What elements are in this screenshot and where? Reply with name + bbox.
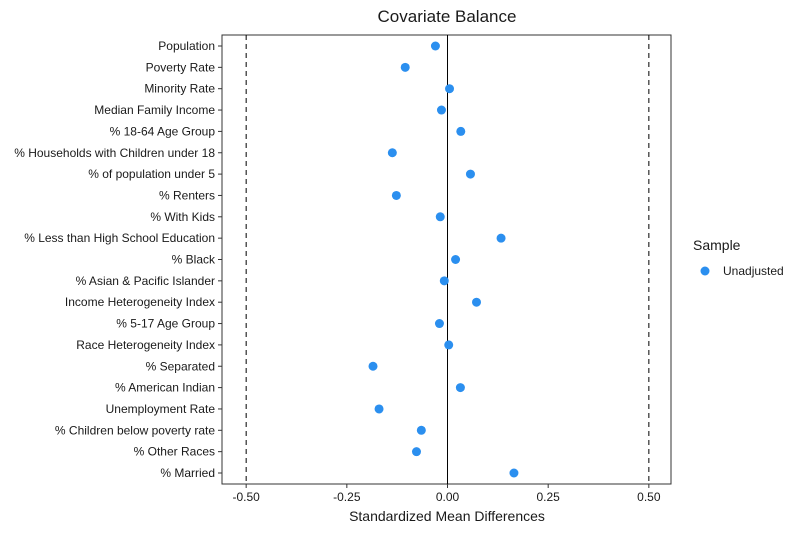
data-point <box>411 447 421 457</box>
y-tick-label: Unemployment Rate <box>106 402 216 416</box>
data-point <box>444 340 454 350</box>
y-tick-label: % Asian & Pacific Islander <box>76 274 215 288</box>
data-point <box>391 190 401 200</box>
data-point <box>496 233 506 243</box>
data-point <box>430 41 440 51</box>
x-tick-label: -0.25 <box>333 490 361 504</box>
x-tick-label: 0.00 <box>436 490 460 504</box>
x-tick-label: -0.50 <box>232 490 260 504</box>
y-tick-label: % Separated <box>146 359 215 373</box>
y-tick-label: Income Heterogeneity Index <box>65 295 215 309</box>
y-tick-label: % Other Races <box>134 445 215 459</box>
y-axis: Population Poverty Rate Minority Rate Media… <box>14 39 222 480</box>
chart-title: Covariate Balance <box>378 7 517 26</box>
data-point <box>451 255 461 264</box>
y-tick-label: Median Family Income <box>94 103 215 117</box>
data-point <box>434 319 444 329</box>
data-point <box>455 383 465 393</box>
y-tick-label: Minority Rate <box>144 82 215 96</box>
legend: Sample Unadjusted <box>693 237 784 278</box>
legend-title: Sample <box>693 237 741 253</box>
legend-label: Unadjusted <box>723 264 784 278</box>
x-axis-title: Standardized Mean Differences <box>349 508 545 524</box>
y-tick-label: % Less than High School Education <box>24 231 215 245</box>
y-tick-label: % Children below poverty rate <box>55 423 215 437</box>
plot-panel <box>221 34 672 485</box>
y-tick-label: % Black <box>172 253 216 267</box>
y-tick-label: % American Indian <box>115 381 215 395</box>
y-tick-label: % of population under 5 <box>88 167 215 181</box>
data-point <box>368 361 378 371</box>
data-point <box>436 105 446 115</box>
data-point <box>509 468 519 478</box>
x-tick-label: 0.50 <box>637 490 661 504</box>
data-point <box>416 425 426 435</box>
data-point <box>456 126 466 136</box>
y-tick-label: Poverty Rate <box>146 60 216 74</box>
y-tick-label: Race Heterogeneity Index <box>76 338 215 352</box>
data-point <box>472 297 482 307</box>
x-tick-label: 0.25 <box>536 490 560 504</box>
legend-marker <box>700 266 710 276</box>
data-point <box>435 212 445 222</box>
data-point <box>387 148 397 158</box>
y-tick-label: % 18-64 Age Group <box>110 124 216 138</box>
y-tick-label: % With Kids <box>150 210 215 224</box>
data-point <box>445 84 455 94</box>
data-point <box>374 404 384 414</box>
y-tick-label: % Married <box>160 466 215 480</box>
data-point <box>439 276 449 286</box>
reference-lines <box>245 35 650 484</box>
data-point <box>400 62 410 72</box>
legend-entries: Unadjusted <box>700 264 784 278</box>
y-tick-label: % Households with Children under 18 <box>14 146 215 160</box>
y-tick-label: Population <box>158 39 215 53</box>
y-tick-label: % Renters <box>159 188 215 202</box>
data-points <box>368 41 519 478</box>
data-point <box>465 169 475 179</box>
x-axis: -0.50 -0.25 0.00 0.25 0.50 <box>232 484 661 504</box>
y-tick-label: % 5-17 Age Group <box>116 317 215 331</box>
